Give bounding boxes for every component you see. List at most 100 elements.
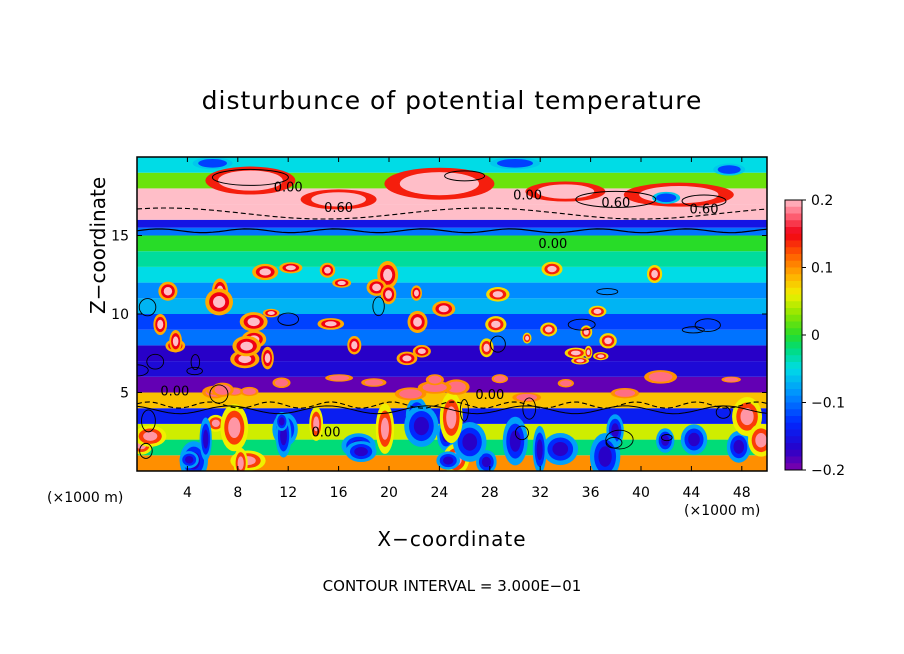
contour-line [211, 168, 289, 186]
heatmap-band [137, 251, 767, 267]
heatmap-cell [157, 319, 164, 330]
x-tick-label: 32 [531, 485, 549, 501]
heatmap-cell [399, 389, 422, 399]
contour-label: 0.60 [601, 196, 630, 211]
heatmap-cell [143, 431, 158, 441]
colorbar-swatch [785, 429, 802, 437]
x-unit-label-right: (×1000 m) [684, 503, 761, 519]
heatmap-anomalies [137, 157, 767, 471]
heatmap-cell [259, 268, 271, 276]
colorbar-swatch [785, 281, 802, 289]
heatmap-cell [547, 187, 584, 196]
heatmap-cell [372, 283, 381, 292]
heatmap-cell [552, 441, 569, 457]
heatmap-cell [184, 455, 194, 464]
chart-title: disturbunce of potential temperature [201, 86, 703, 115]
colorbar-swatch [785, 267, 802, 275]
heatmap-band [137, 157, 767, 173]
colorbar-swatch [785, 206, 802, 214]
heatmap-cell [413, 416, 429, 436]
heatmap-cell [648, 372, 673, 382]
contour-label: 0.00 [312, 425, 341, 440]
colorbar-swatch [785, 341, 802, 349]
heatmap-cell [364, 379, 383, 386]
contour-line [137, 405, 767, 415]
heatmap-cell [203, 429, 209, 449]
heatmap-band [137, 345, 767, 362]
heatmap-cell [438, 305, 449, 313]
y-tick-label: 15 [111, 229, 129, 245]
heatmap-cell [413, 317, 422, 327]
heatmap-cell [214, 384, 231, 395]
x-axis: 4 8 12 16 20 24 28 32 36 40 44 48 [183, 157, 751, 501]
contour-line [141, 409, 156, 433]
x-tick-label: 28 [481, 485, 499, 501]
heatmap-band [137, 361, 767, 377]
y-axis: 5 10 15 [111, 229, 767, 402]
contour-line [444, 170, 486, 182]
colorbar-label: 0.2 [811, 193, 833, 209]
y-axis-label: Z−coordinate [86, 176, 110, 314]
x-tick-label: 4 [183, 485, 192, 501]
colorbar-swatch [785, 240, 802, 248]
x-tick-label: 40 [632, 485, 650, 501]
colorbar-swatch [785, 247, 802, 255]
heatmap-band [137, 219, 767, 228]
contour-line [694, 318, 721, 332]
colorbar-swatch [785, 389, 802, 397]
y-tick-label: 5 [120, 386, 129, 402]
colorbar-swatch [785, 422, 802, 430]
contour-line [596, 288, 619, 296]
colorbar-swatch [785, 227, 802, 235]
heatmap-cell [351, 341, 358, 350]
contour-line [681, 194, 727, 208]
contour-line [277, 312, 300, 326]
heatmap-cell [198, 158, 228, 168]
heatmap-cell [509, 430, 521, 452]
colorbar-swatch [785, 362, 802, 370]
heatmap-cell [536, 439, 543, 461]
x-tick-label: 20 [380, 485, 398, 501]
heatmap-cell [228, 417, 241, 439]
heatmap-cell [213, 296, 226, 308]
colorbar-swatch [785, 213, 802, 221]
colorbar-swatch [785, 348, 802, 356]
colorbar-swatch [785, 321, 802, 329]
x-tick-label: 12 [279, 485, 297, 501]
x-tick-label: 44 [682, 485, 700, 501]
heatmap-cell [278, 417, 285, 426]
x-tick-label: 48 [733, 485, 751, 501]
x-tick-label: 16 [330, 485, 348, 501]
heatmap-cell [544, 326, 553, 333]
heatmap-cell [462, 433, 478, 451]
heatmap-cell [724, 377, 739, 382]
y-tick-label: 10 [111, 307, 129, 323]
heatmap-cell [237, 456, 244, 470]
colorbar-swatch [785, 308, 802, 316]
heatmap-cell [559, 380, 572, 387]
contour-label: 0.00 [538, 237, 567, 252]
heatmap-cell [417, 348, 426, 354]
heatmap-cell [242, 388, 256, 395]
contour-line [522, 397, 537, 420]
heatmap-band [137, 235, 767, 252]
heatmap-cell [285, 265, 296, 271]
heatmap-cell [593, 308, 602, 314]
contour-line [137, 207, 767, 220]
heatmap-cell [274, 378, 288, 387]
contour-line [715, 405, 731, 419]
colorbar-swatch [785, 436, 802, 444]
colorbar-swatch [785, 274, 802, 282]
heatmap-cell [422, 382, 447, 393]
x-unit-label-left: (×1000 m) [47, 490, 124, 506]
contour-line [139, 442, 153, 459]
heatmap-cell [576, 359, 585, 363]
heatmap-cell [492, 291, 503, 298]
colorbar-swatch [785, 314, 802, 322]
contour-line [209, 384, 229, 404]
contour-line [137, 401, 767, 409]
heatmap-cell [324, 266, 331, 274]
heatmap-cell [740, 407, 754, 426]
heatmap-cell [525, 335, 530, 341]
colorbar-swatch [785, 382, 802, 390]
